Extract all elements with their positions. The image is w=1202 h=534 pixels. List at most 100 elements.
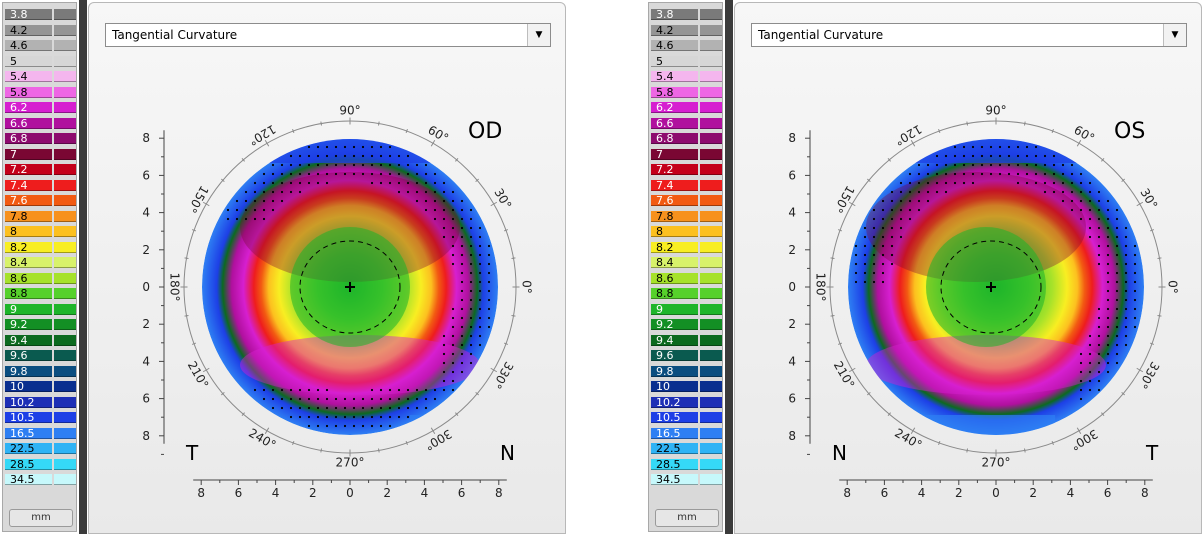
measurement-dot [1088, 208, 1092, 212]
measurement-dot [1115, 235, 1119, 239]
scale-row: 7.4 [5, 179, 76, 191]
measurement-dot [989, 172, 993, 176]
measurement-dot [1079, 172, 1083, 176]
chevron-down-icon[interactable]: ▼ [1163, 24, 1186, 46]
measurement-dot [280, 406, 284, 410]
measurement-dot [370, 424, 374, 428]
measurement-dot [899, 199, 903, 203]
measurement-dot [1097, 199, 1101, 203]
measurement-dot [989, 154, 993, 158]
measurement-dot [899, 181, 903, 185]
unit-mm-button[interactable]: mm [655, 509, 719, 527]
measurement-dot [280, 190, 284, 194]
map-type-dropdown[interactable]: Tangential Curvature ▼ [105, 23, 551, 47]
measurement-dot [926, 181, 930, 185]
angle-label: 240° [892, 426, 924, 453]
measurement-dot [406, 163, 410, 167]
curvature-map: 90° 60° 30° 0° 330° 300° 270° 240° 210° 180° 150° 1… [788, 104, 1179, 501]
measurement-dot [424, 406, 428, 410]
measurement-dot [352, 172, 356, 176]
measurement-dot [469, 307, 473, 311]
measurement-dot [944, 154, 948, 158]
measurement-dot [1070, 181, 1074, 185]
measurement-dot [881, 235, 885, 239]
measurement-dot [487, 271, 491, 275]
measurement-dot [451, 262, 455, 266]
measurement-dot [271, 208, 275, 212]
measurement-dot [1106, 235, 1110, 239]
scale-label: 7 [5, 148, 52, 160]
measurement-dot [962, 154, 966, 158]
measurement-dot [460, 361, 464, 365]
measurement-dot [926, 163, 930, 167]
degree-tick [184, 314, 189, 317]
measurement-dot [415, 172, 419, 176]
measurement-dot [478, 235, 482, 239]
degree-tick [490, 201, 498, 207]
measurement-dot [854, 262, 858, 266]
measurement-dot [352, 145, 356, 149]
map-type-dropdown[interactable]: Tangential Curvature ▼ [751, 23, 1187, 47]
measurement-dot [379, 172, 383, 176]
scale-swatch [700, 381, 722, 392]
angle-label: 90° [985, 104, 1006, 118]
degree-tick [1136, 201, 1144, 207]
measurement-dot [343, 163, 347, 167]
unit-mm-button[interactable]: mm [9, 509, 73, 527]
scale-swatch [700, 458, 722, 470]
measurement-dot [863, 271, 867, 275]
measurement-dot [1052, 172, 1056, 176]
degree-tick [202, 367, 210, 373]
y-tick-label: 6 [142, 168, 150, 182]
measurement-dot [307, 397, 311, 401]
measurement-dot [460, 226, 464, 230]
measurement-dot [1079, 199, 1083, 203]
scale-label: 8.4 [651, 257, 698, 268]
measurement-dot [872, 253, 876, 257]
measurement-dot [1052, 154, 1056, 158]
measurement-dot [271, 388, 275, 392]
measurement-dot [1034, 154, 1038, 158]
measurement-dot [388, 163, 392, 167]
measurement-dot [1097, 325, 1101, 329]
measurement-dot [451, 388, 455, 392]
measurement-dot [1106, 289, 1110, 293]
degree-tick [1157, 314, 1162, 317]
measurement-dot [487, 316, 491, 320]
measurement-dot [1133, 289, 1137, 293]
measurement-dot [397, 190, 401, 194]
measurement-dot [1106, 343, 1110, 347]
scale-swatch [700, 257, 722, 268]
scale-label: 28.5 [5, 458, 52, 470]
measurement-dot [478, 334, 482, 338]
measurement-dot [980, 163, 984, 167]
degree-tick [455, 412, 459, 417]
measurement-dot [890, 235, 894, 239]
measurement-dot [262, 172, 266, 176]
scale-label: 8 [651, 226, 698, 237]
measurement-dot [433, 190, 437, 194]
measurement-dot [926, 172, 930, 176]
measurement-dot [460, 280, 464, 284]
scale-row: 5.8 [5, 86, 76, 98]
measurement-dot [1124, 253, 1128, 257]
chevron-down-icon[interactable]: ▼ [527, 24, 550, 46]
measurement-dot [962, 172, 966, 176]
measurement-dot [307, 145, 311, 149]
scale-row: 4.6 [651, 40, 722, 51]
scale-row: 6.2 [651, 102, 722, 113]
measurement-dot [1007, 163, 1011, 167]
scale-row: 6.8 [5, 133, 76, 144]
measurement-dot [1070, 163, 1074, 167]
measurement-dot [253, 181, 257, 185]
measurement-dot [343, 415, 347, 419]
measurement-dot [334, 172, 338, 176]
measurement-dot [298, 163, 302, 167]
scale-row: 5.4 [651, 71, 722, 82]
measurement-dot [316, 154, 320, 158]
measurement-dot [280, 397, 284, 401]
measurement-dot [1106, 370, 1110, 374]
degree-tick [320, 448, 323, 453]
measurement-dot [1115, 262, 1119, 266]
color-scale: mm 3.8 4.2 4.6 5 5.4 5.8 6.2 6.6 6.8 7 7.2 7.4 7.6 7.… [2, 2, 77, 532]
